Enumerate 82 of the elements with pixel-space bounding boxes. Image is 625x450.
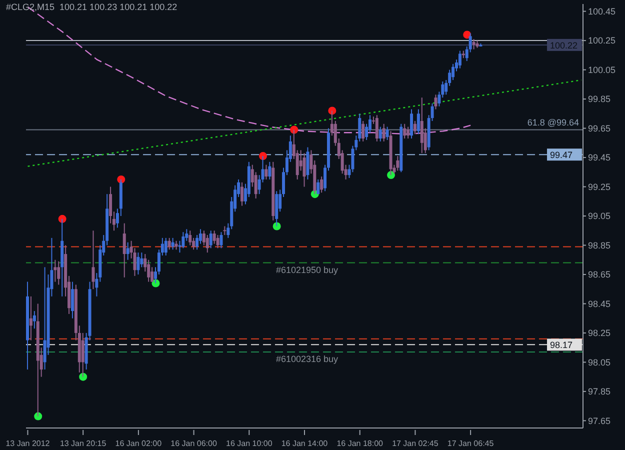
candlestick <box>264 164 268 180</box>
candlestick <box>220 232 223 249</box>
ref-line-label: 99.47 <box>550 150 573 160</box>
candlestick <box>406 126 410 140</box>
ref-line-label: #61021950 buy <box>276 264 339 275</box>
y-tick-label: 100.45 <box>588 6 616 17</box>
x-tick-label: 17 Jan 06:45 <box>447 439 494 448</box>
y-tick-label: 98.85 <box>588 240 611 250</box>
candlestick <box>54 259 57 282</box>
y-tick-label: 99.65 <box>588 123 611 134</box>
candlestick <box>416 108 420 135</box>
candlestick <box>164 237 168 256</box>
y-tick-label: 98.25 <box>588 328 611 338</box>
candlestick <box>171 237 174 250</box>
candlestick <box>168 237 171 250</box>
x-tick-label: 13 Jan 2012 <box>6 439 50 448</box>
candlestick <box>140 252 144 268</box>
candlestick <box>306 146 310 180</box>
y-tick-label: 98.65 <box>588 270 611 280</box>
y-tick-label: 99.85 <box>588 94 611 104</box>
candlestick <box>396 156 400 172</box>
point <box>34 412 42 420</box>
candlestick <box>386 126 389 140</box>
y-tick-label: 100.05 <box>588 64 616 75</box>
candlestick <box>320 176 324 194</box>
candlestick <box>216 234 220 249</box>
y-tick-label: 98.45 <box>588 298 611 309</box>
candlestick <box>382 123 386 142</box>
x-tick-label: 16 Jan 14:00 <box>281 439 328 448</box>
ref-line-label: 98.17 <box>550 340 573 350</box>
point <box>258 152 267 160</box>
point <box>290 126 298 134</box>
y-tick-label: 97.85 <box>588 386 611 397</box>
candlestick <box>136 252 140 275</box>
candlestick <box>458 50 462 69</box>
candlestick <box>70 281 74 319</box>
candlestick <box>212 230 216 244</box>
candlestick <box>188 230 192 246</box>
point <box>58 214 66 223</box>
y-tick-label: 97.65 <box>588 416 611 426</box>
candlestick <box>43 266 46 370</box>
candlestick <box>410 108 414 140</box>
candlestick <box>378 126 382 142</box>
candlestick <box>223 226 226 236</box>
candlestick <box>434 94 438 110</box>
candlestick <box>375 114 378 142</box>
candlestick <box>403 123 406 140</box>
candlestick <box>362 120 365 142</box>
candlestick <box>126 242 130 260</box>
candlestick <box>302 152 306 188</box>
ref-line-label: #61002316 buy <box>276 354 339 364</box>
candlestick <box>29 296 32 341</box>
candlestick <box>420 97 424 154</box>
x-tick-label: 16 Jan 18:00 <box>336 439 384 448</box>
candlestick <box>413 120 416 135</box>
candlestick <box>122 222 126 278</box>
candlestick <box>240 182 244 206</box>
x-tick-label: 13 Jan 20:15 <box>60 439 107 448</box>
candlestick <box>472 38 476 50</box>
x-tick-label: 16 Jan 06:00 <box>170 439 218 448</box>
x-tick-label: 16 Jan 10:00 <box>226 439 273 448</box>
x-tick-label: 16 Jan 02:00 <box>115 439 162 448</box>
y-tick-label: 98.05 <box>588 357 611 368</box>
candlestick <box>92 230 95 290</box>
candlestick <box>209 230 212 249</box>
candlestick <box>316 178 320 195</box>
candlestick <box>182 232 185 249</box>
candlestick <box>81 332 84 378</box>
x-tick-label: 17 Jan 02:45 <box>392 439 439 448</box>
ref-line-label: 61.8 @99.64 <box>527 118 579 128</box>
y-tick-label: 100.25 <box>588 36 616 46</box>
candlestick <box>268 161 272 180</box>
candlestick <box>57 260 60 286</box>
chart-title: #CLG2,M15 100.21 100.23 100.21 100.22 <box>6 2 178 12</box>
y-tick-label: 99.45 <box>588 152 611 163</box>
point <box>79 372 88 381</box>
y-tick-label: 99.25 <box>588 182 611 192</box>
y-tick-label: 99.05 <box>588 211 611 222</box>
ref-line-label: 100.22 <box>550 40 578 50</box>
candlestick <box>32 310 36 330</box>
candlestick <box>178 240 182 254</box>
candlestick <box>206 234 209 254</box>
